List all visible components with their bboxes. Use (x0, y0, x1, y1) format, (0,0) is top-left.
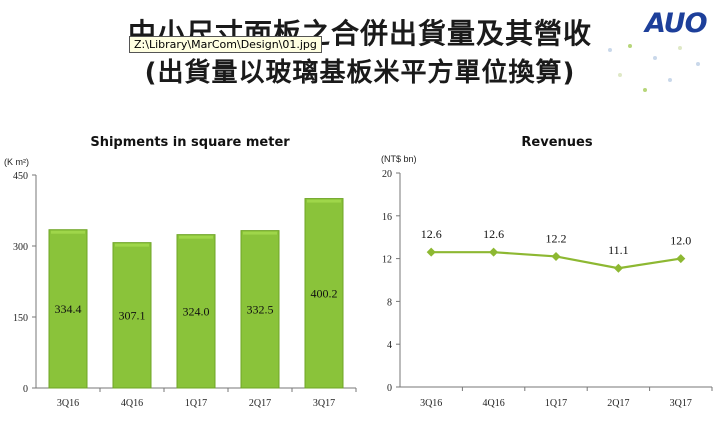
revenue-data-label: 11.1 (608, 243, 629, 257)
revenue-data-label: 12.6 (421, 227, 442, 241)
line-chart-y-tick-label: 8 (387, 297, 392, 308)
decorative-dots-svg (608, 44, 700, 92)
bar-data-label: 332.5 (247, 302, 274, 316)
bar-chart-y-tick-label: 450 (13, 171, 28, 182)
line-chart-y-axis: 0 4 8 12 16 20 (382, 169, 400, 394)
bar-highlight (115, 243, 149, 247)
line-chart-series: 12.6 12.6 12.2 11.1 12.0 (421, 227, 691, 273)
auo-logo: AUO (645, 8, 708, 39)
line-chart-category-label: 2Q17 (607, 398, 629, 409)
bar-chart-y-tick-label: 150 (13, 313, 28, 324)
revenue-point (551, 251, 561, 261)
line-chart-ylabel: (NT$ bn) (381, 154, 417, 164)
revenue-data-label: 12.6 (483, 227, 504, 241)
line-chart-category-label: 3Q16 (420, 398, 442, 409)
bar-data-label: 334.4 (55, 302, 82, 316)
bar-highlight (307, 199, 341, 203)
decorative-dots (600, 40, 710, 100)
line-chart-title: Revenues (521, 135, 592, 150)
bar-highlight (51, 230, 85, 234)
bar-chart-category-label: 3Q17 (313, 398, 335, 409)
revenue-point (613, 263, 623, 273)
revenue-point (426, 247, 436, 257)
line-chart-y-tick-label: 16 (382, 212, 392, 223)
bar-chart-category-label: 3Q16 (57, 398, 79, 409)
bar-chart: Shipments in square meter (K m²) 0 150 300… (4, 135, 357, 409)
bar-chart-category-label: 2Q17 (249, 398, 271, 409)
bar (176, 234, 216, 389)
line-chart-x-axis: 3Q16 4Q16 1Q17 2Q17 3Q17 (420, 387, 713, 409)
line-chart-category-label: 4Q16 (482, 398, 504, 409)
bar (240, 230, 280, 389)
bar-chart-y-tick-label: 300 (13, 242, 28, 253)
revenue-data-label: 12.2 (546, 231, 567, 245)
bar-chart-y-tick-label: 0 (23, 384, 28, 395)
bar (48, 229, 88, 389)
line-chart-y-tick-label: 0 (387, 383, 392, 394)
bar-chart-title: Shipments in square meter (90, 135, 290, 150)
line-chart-y-tick-label: 4 (387, 340, 392, 351)
line-chart: Revenues (NT$ bn) 0 4 8 12 16 20 12.6 12.6 12.2… (381, 135, 713, 409)
bar-highlight (179, 235, 213, 239)
line-chart-category-label: 3Q17 (670, 398, 692, 409)
bar-chart-category-label: 1Q17 (185, 398, 207, 409)
bar-data-label: 307.1 (119, 308, 146, 322)
bar (304, 198, 344, 389)
file-path-tooltip: Z:\Library\MarCom\Design\01.jpg (129, 36, 322, 53)
bar-chart-y-axis: 0 150 300 450 (13, 171, 36, 395)
bar-chart-category-label: 4Q16 (121, 398, 143, 409)
line-chart-y-tick-label: 20 (382, 169, 392, 180)
revenue-data-label: 12.0 (670, 234, 691, 248)
bar-highlight (243, 231, 277, 235)
bar-chart-x-axis: 3Q16 4Q16 1Q17 2Q17 3Q17 (57, 388, 357, 409)
line-chart-category-label: 1Q17 (545, 398, 567, 409)
bar-chart-ylabel: (K m²) (4, 157, 29, 167)
revenue-point (489, 247, 499, 257)
bar-data-label: 400.2 (311, 286, 338, 300)
bar-chart-bars: 334.4 307.1 324.0 332.5 400.2 (48, 198, 344, 389)
bar-data-label: 324.0 (183, 304, 210, 318)
revenue-point (676, 254, 686, 264)
line-chart-y-tick-label: 12 (382, 255, 392, 266)
bar (112, 242, 152, 389)
page-title-line-2: (出貨量以玻璃基板米平方單位換算) (144, 58, 576, 88)
